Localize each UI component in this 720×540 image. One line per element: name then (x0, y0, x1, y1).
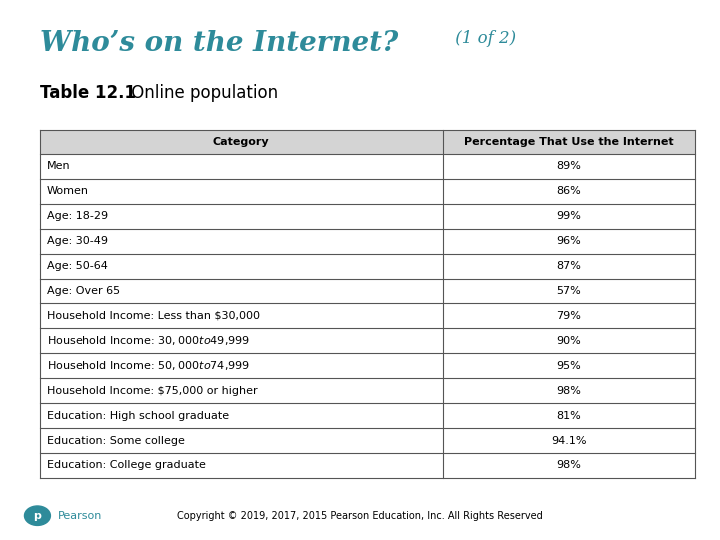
Text: 90%: 90% (557, 336, 581, 346)
Text: Household Income: $75,000 or higher: Household Income: $75,000 or higher (47, 386, 258, 396)
Text: Men: Men (47, 161, 71, 171)
Text: Women: Women (47, 186, 89, 197)
Text: 89%: 89% (557, 161, 581, 171)
Text: 81%: 81% (557, 410, 581, 421)
Text: 79%: 79% (557, 311, 581, 321)
Text: 86%: 86% (557, 186, 581, 197)
Text: 98%: 98% (557, 461, 581, 470)
Text: 95%: 95% (557, 361, 581, 371)
Text: Education: College graduate: Education: College graduate (47, 461, 206, 470)
Circle shape (24, 506, 50, 525)
Text: 87%: 87% (557, 261, 581, 271)
Bar (40, 130, 695, 154)
Text: Age: 50-64: Age: 50-64 (47, 261, 108, 271)
Text: Education: Some college: Education: Some college (47, 436, 184, 446)
Text: 96%: 96% (557, 236, 581, 246)
Text: Table 12.1: Table 12.1 (40, 84, 135, 102)
Text: Household Income: Less than $30,000: Household Income: Less than $30,000 (47, 311, 260, 321)
Text: Category: Category (213, 137, 269, 147)
Text: Age: 18-29: Age: 18-29 (47, 211, 108, 221)
Text: Online population: Online population (126, 84, 278, 102)
Text: 57%: 57% (557, 286, 581, 296)
Text: 99%: 99% (557, 211, 581, 221)
Text: Household Income: $30,000 to $49,999: Household Income: $30,000 to $49,999 (47, 334, 250, 347)
Text: 98%: 98% (557, 386, 581, 396)
Text: Age: 30-49: Age: 30-49 (47, 236, 108, 246)
Text: Copyright © 2019, 2017, 2015 Pearson Education, Inc. All Rights Reserved: Copyright © 2019, 2017, 2015 Pearson Edu… (177, 511, 543, 521)
Text: 94.1%: 94.1% (551, 436, 587, 446)
Text: Household Income: $50,000 to $74,999: Household Income: $50,000 to $74,999 (47, 359, 250, 372)
Text: Pearson: Pearson (58, 511, 102, 521)
Text: (1 of 2): (1 of 2) (450, 30, 516, 46)
Text: Percentage That Use the Internet: Percentage That Use the Internet (464, 137, 674, 147)
Text: p: p (34, 511, 41, 521)
Text: Age: Over 65: Age: Over 65 (47, 286, 120, 296)
Text: Who’s on the Internet?: Who’s on the Internet? (40, 30, 398, 57)
Text: Education: High school graduate: Education: High school graduate (47, 410, 229, 421)
